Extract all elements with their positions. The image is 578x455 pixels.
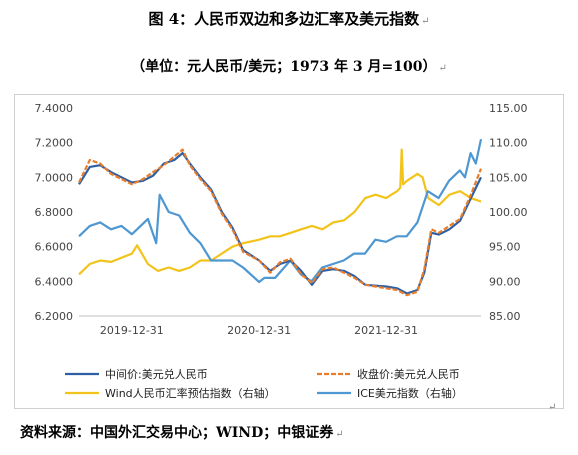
paragraph-mark: ↵ [548, 402, 557, 413]
y-right-tick-label: 105.00 [489, 171, 528, 184]
legend-label-4: ICE美元指数（右轴） [357, 386, 463, 400]
y-left-tick-label: 7.2000 [35, 137, 74, 150]
y-right-tick-label: 95.00 [489, 241, 521, 254]
paragraph-mark: ↵ [335, 429, 344, 440]
y-left-tick-label: 6.6000 [35, 241, 74, 254]
legend-label-3: Wind人民币汇率预估指数（右轴） [105, 386, 276, 400]
chart-subtitle-text: （单位：元人民币/美元；1973 年 3 月=100） [131, 59, 437, 75]
y-left-tick-label: 6.8000 [35, 206, 74, 219]
y-right-tick-label: 115.00 [489, 102, 528, 115]
x-tick-label: 2020-12-31 [227, 324, 291, 337]
chart-title-text: 图 4：人民币双边和多边汇率及美元指数 [148, 10, 420, 28]
source-note-text: 资料来源：中国外汇交易中心；WIND；中银证券 [20, 425, 334, 441]
y-right-tick-label: 90.00 [489, 275, 521, 288]
series-line-2 [78, 148, 483, 297]
series-line-3 [78, 148, 482, 276]
chart-svg: 6.2000 6.4000 6.6000 6.8000 7.0000 7.2000 7.40… [35, 102, 528, 400]
x-tick-label: 2019-12-31 [100, 324, 164, 337]
series-line-4 [78, 138, 483, 284]
x-tick-label: 2021-12-31 [354, 324, 418, 337]
paragraph-mark: ↵ [421, 16, 430, 27]
chart-subtitle: （单位：元人民币/美元；1973 年 3 月=100） ↵ [0, 56, 578, 76]
y-left-tick-label: 7.4000 [35, 102, 74, 115]
y-left-tick-label: 6.2000 [35, 310, 74, 323]
y-right-tick-label: 110.00 [489, 137, 528, 150]
y-right-tick-label: 85.00 [489, 310, 521, 323]
legend-label-1: 中间价:美元兑人民币 [105, 367, 208, 381]
chart-area: 6.2000 6.4000 6.6000 6.8000 7.0000 7.2000 7.40… [14, 94, 564, 409]
y-left-tick-label: 6.4000 [35, 275, 74, 288]
legend-label-2: 收盘价:美元兑人民币 [357, 367, 460, 381]
source-note: 资料来源：中国外汇交易中心；WIND；中银证券 ↵ [20, 422, 344, 442]
y-left-tick-label: 7.0000 [35, 171, 74, 184]
y-right-tick-label: 100.00 [489, 206, 528, 219]
chart-title: 图 4：人民币双边和多边汇率及美元指数 ↵ [0, 8, 578, 29]
paragraph-mark: ↵ [438, 63, 447, 74]
